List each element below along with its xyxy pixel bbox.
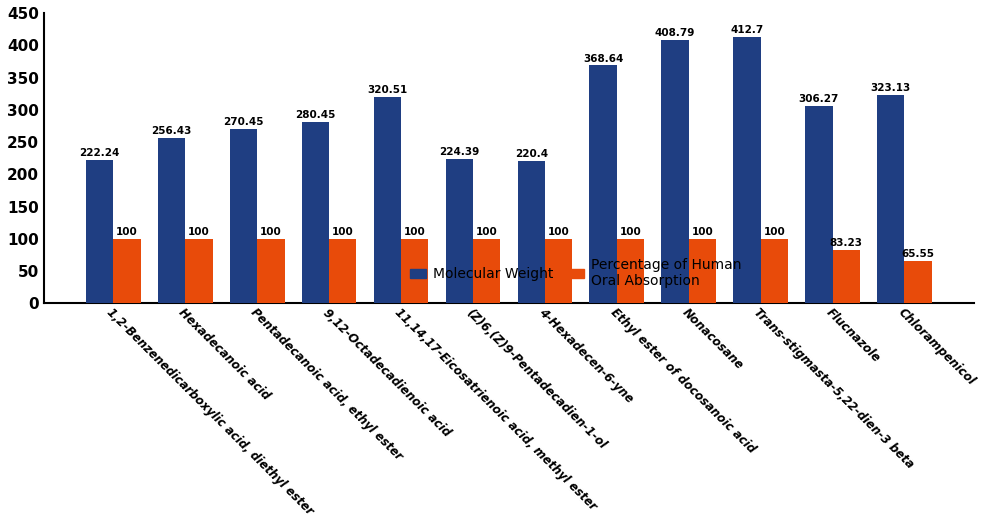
Text: 65.55: 65.55 xyxy=(901,249,934,259)
Bar xyxy=(904,261,932,303)
Text: 100: 100 xyxy=(117,227,138,237)
Text: 100: 100 xyxy=(188,227,210,237)
Bar xyxy=(590,66,617,303)
Text: 280.45: 280.45 xyxy=(295,110,336,120)
Bar xyxy=(401,239,428,303)
Text: 220.4: 220.4 xyxy=(515,149,548,159)
Text: 100: 100 xyxy=(620,227,641,237)
Text: 100: 100 xyxy=(403,227,425,237)
Text: 256.43: 256.43 xyxy=(151,126,192,136)
Text: 100: 100 xyxy=(476,227,498,237)
Text: 368.64: 368.64 xyxy=(583,54,623,64)
Bar xyxy=(877,95,904,303)
Bar xyxy=(617,239,644,303)
Text: 100: 100 xyxy=(332,227,354,237)
Text: 222.24: 222.24 xyxy=(80,148,120,158)
Text: 408.79: 408.79 xyxy=(655,28,695,38)
Bar xyxy=(302,122,329,303)
Text: 100: 100 xyxy=(763,227,785,237)
Text: 100: 100 xyxy=(691,227,713,237)
Bar xyxy=(329,239,357,303)
Text: 83.23: 83.23 xyxy=(830,238,863,248)
Bar xyxy=(257,239,285,303)
Bar xyxy=(518,161,545,303)
Legend: Molecular Weight, Percentage of Human
Oral Absorption: Molecular Weight, Percentage of Human Or… xyxy=(404,253,747,293)
Bar xyxy=(761,239,788,303)
Bar xyxy=(185,239,213,303)
Bar xyxy=(733,37,761,303)
Text: 412.7: 412.7 xyxy=(730,25,764,35)
Bar xyxy=(688,239,716,303)
Bar xyxy=(833,250,860,303)
Bar xyxy=(86,160,114,303)
Text: 270.45: 270.45 xyxy=(223,117,264,127)
Text: 320.51: 320.51 xyxy=(368,85,407,94)
Bar xyxy=(473,239,500,303)
Text: 100: 100 xyxy=(260,227,282,237)
Text: 100: 100 xyxy=(548,227,570,237)
Bar xyxy=(114,239,140,303)
Bar xyxy=(445,159,473,303)
Bar xyxy=(545,239,573,303)
Text: 323.13: 323.13 xyxy=(871,83,911,93)
Bar xyxy=(230,129,257,303)
Bar xyxy=(805,106,833,303)
Text: 306.27: 306.27 xyxy=(799,94,839,104)
Bar xyxy=(661,39,688,303)
Text: 224.39: 224.39 xyxy=(439,146,479,156)
Bar xyxy=(374,97,401,303)
Bar xyxy=(158,138,185,303)
